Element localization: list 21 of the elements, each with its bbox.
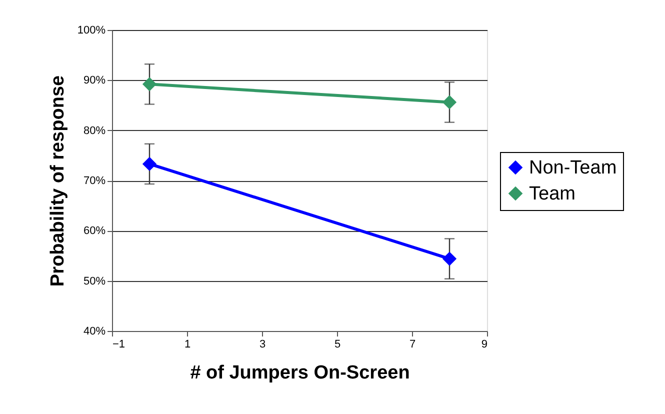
- legend-label: Non-Team: [529, 158, 617, 178]
- x-tick-label: 7: [409, 338, 416, 350]
- point: [442, 252, 457, 266]
- y-axis-title: Probability of response: [47, 75, 68, 287]
- legend-label: Team: [529, 184, 576, 204]
- y-tick-label: 60%: [83, 225, 106, 238]
- y-tick-label: 50%: [83, 275, 106, 288]
- point: [442, 95, 457, 110]
- x-tick-label: 5: [334, 338, 341, 350]
- x-tick-label: 9: [481, 338, 488, 350]
- x-tick-label: −1: [112, 338, 126, 350]
- x-tick-label: 1: [184, 338, 191, 350]
- y-tick-label: 90%: [83, 74, 106, 87]
- point: [142, 77, 157, 92]
- y-tick-label: 40%: [83, 326, 106, 338]
- x-axis-title: # of Jumpers On-Screen: [190, 362, 410, 384]
- x-tick-label: 3: [259, 338, 266, 350]
- y-tick-label: 80%: [83, 124, 106, 137]
- y-tick-label: 100%: [77, 24, 106, 36]
- point: [142, 156, 157, 172]
- y-tick-label: 70%: [83, 175, 106, 187]
